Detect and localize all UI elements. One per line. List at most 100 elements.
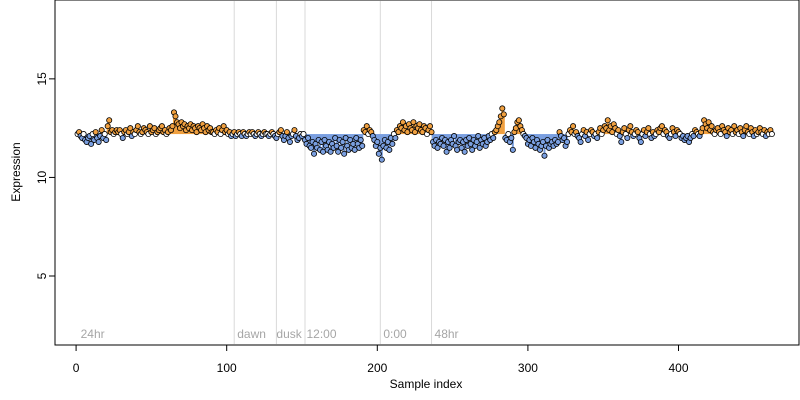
data-point (616, 133, 623, 140)
data-point (604, 117, 611, 124)
data-point (723, 133, 730, 140)
data-point (339, 138, 346, 145)
data-point (499, 105, 506, 112)
data-point (80, 131, 87, 138)
annotation-label: 48hr (435, 327, 459, 341)
x-tick-label: 400 (668, 361, 688, 375)
data-point (469, 146, 476, 153)
data-point (98, 127, 105, 134)
data-point (311, 150, 318, 157)
annotation-label: dusk (276, 327, 302, 341)
data-point (427, 123, 434, 130)
data-point (490, 134, 497, 141)
data-point (363, 123, 370, 130)
data-point (399, 119, 406, 126)
data-point (338, 144, 345, 151)
data-point (220, 123, 227, 130)
data-point (106, 117, 113, 124)
data-point (357, 136, 364, 143)
data-point (386, 146, 393, 153)
data-point (627, 123, 634, 130)
annotation-label: 24hr (81, 327, 105, 341)
data-point (658, 123, 665, 130)
data-point (374, 138, 381, 145)
axis-layer: 0 100 200 300 400 5 10 15 (35, 72, 689, 375)
data-point (305, 134, 312, 141)
data-point (411, 129, 418, 136)
data-point (410, 119, 417, 126)
data-point (327, 148, 334, 155)
annotation-label: dawn (237, 327, 266, 341)
data-point (389, 140, 396, 147)
data-point (561, 134, 568, 141)
data-point (119, 134, 126, 141)
x-tick-label: 300 (518, 361, 538, 375)
data-point (291, 127, 298, 134)
data-point (443, 148, 450, 155)
data-point (347, 136, 354, 143)
data-point (505, 131, 512, 138)
data-point (541, 152, 548, 159)
data-point (375, 150, 382, 157)
y-tick-label: 15 (35, 72, 49, 86)
x-tick-label: 0 (73, 361, 80, 375)
vline-layer (233, 1, 433, 344)
data-point (731, 123, 738, 130)
data-point (88, 140, 95, 147)
data-point (500, 111, 507, 118)
data-point (585, 136, 592, 143)
y-axis-title: Expression (9, 142, 23, 201)
data-point (458, 144, 465, 151)
data-point (277, 127, 284, 134)
y-tick-label: 5 (35, 272, 49, 279)
data-point (95, 138, 102, 145)
data-point (768, 131, 775, 138)
data-point (378, 156, 385, 163)
data-point (740, 133, 747, 140)
data-point (104, 123, 111, 130)
data-point (392, 134, 399, 141)
data-point (570, 123, 577, 130)
annotation-label: 12:00 (307, 327, 337, 341)
data-point (341, 150, 348, 157)
data-point (101, 131, 108, 138)
data-point (637, 138, 644, 145)
data-point (103, 136, 110, 143)
plot-frame (54, 0, 800, 346)
data-point (283, 129, 290, 136)
annotation-layer: 24hr dawn dusk 12:00 0:00 48hr (81, 327, 459, 341)
data-point (428, 129, 435, 136)
data-point (158, 123, 165, 130)
data-point (476, 144, 483, 151)
x-axis-title: Sample index (390, 377, 463, 391)
data-point (461, 148, 468, 155)
data-point (705, 119, 712, 126)
data-point (286, 138, 293, 145)
data-point (645, 125, 652, 132)
y-tick-label: 10 (35, 170, 49, 184)
data-point (169, 123, 176, 130)
data-point (440, 142, 447, 149)
data-point (515, 117, 522, 124)
data-point (134, 123, 141, 130)
data-point (475, 133, 482, 140)
x-tick-label: 200 (367, 361, 387, 375)
data-point (335, 148, 342, 155)
x-tick-label: 100 (217, 361, 237, 375)
data-point (496, 119, 503, 126)
data-point (434, 144, 441, 151)
data-point (451, 133, 458, 140)
data-point (127, 125, 134, 132)
data-point (594, 134, 601, 141)
annotation-label: 0:00 (383, 327, 407, 341)
data-point (395, 129, 402, 136)
data-point (624, 134, 631, 141)
data-point (446, 144, 453, 151)
data-point (172, 113, 179, 120)
data-point (308, 144, 315, 151)
data-point (577, 138, 584, 145)
point-layer (74, 105, 775, 163)
data-point (508, 134, 515, 141)
data-point (564, 138, 571, 145)
